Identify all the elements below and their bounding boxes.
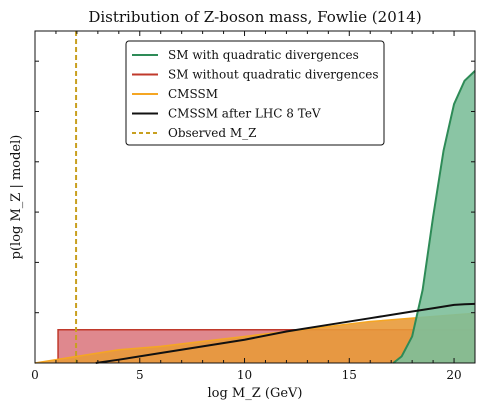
x-tick-label: 0 (31, 368, 39, 382)
x-tick-label: 20 (446, 368, 461, 382)
legend-box (125, 40, 385, 146)
x-tick-label: 5 (136, 368, 144, 382)
legend-label: Observed M_Z (168, 126, 257, 140)
x-tick-label: 15 (342, 368, 357, 382)
legend-label: CMSSM (168, 87, 218, 101)
legend-label: SM without quadratic divergences (168, 68, 379, 82)
series-sm-with-fill (393, 70, 475, 363)
chart-title: Distribution of Z-boson mass, Fowlie (20… (88, 8, 421, 26)
legend-label: SM with quadratic divergences (168, 48, 359, 62)
x-tick-label: 10 (237, 368, 252, 382)
legend-label: CMSSM after LHC 8 TeV (168, 107, 321, 121)
series-cmssm-lhc-line (95, 302, 476, 364)
plot-area: 0 5 10 15 20 Distribution of Z-boson mass, Fo… (9, 8, 476, 401)
y-axis-label: p(log M_Z | model) (9, 135, 24, 260)
x-axis-label: log M_Z (GeV) (207, 386, 302, 401)
series-sm-with-line (392, 70, 476, 364)
axes-frame (34, 30, 476, 364)
